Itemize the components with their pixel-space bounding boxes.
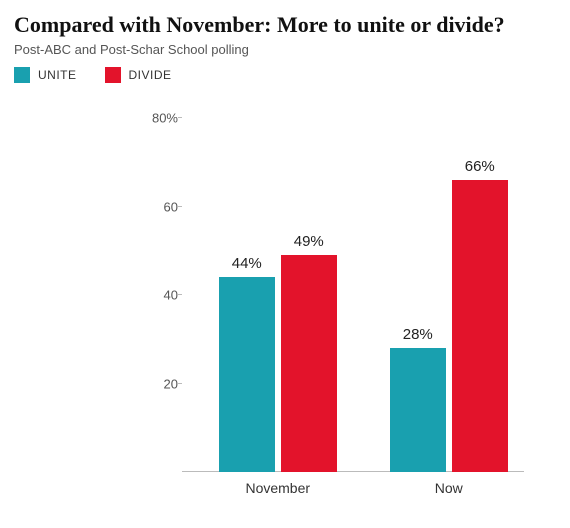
x-category-label: Now [435, 480, 463, 496]
bar-value-label: 44% [232, 255, 262, 272]
bar-divide: 49% [281, 255, 337, 472]
bar-value-label: 28% [403, 326, 433, 343]
y-tick-mark [178, 294, 182, 295]
y-tick-label: 60 [140, 199, 178, 214]
legend-swatch-divide [105, 67, 121, 83]
legend-label-divide: DIVIDE [129, 68, 172, 82]
chart-subtitle: Post-ABC and Post-Schar School polling [14, 42, 556, 57]
legend-label-unite: UNITE [38, 68, 77, 82]
x-category-label: November [245, 480, 310, 496]
y-tick-label: 40 [140, 288, 178, 303]
bar-group: 44%49% [219, 255, 337, 472]
bar-value-label: 49% [294, 233, 324, 250]
bar-divide: 66% [452, 180, 508, 472]
bar-value-label: 66% [465, 158, 495, 175]
legend-item-unite: UNITE [14, 67, 77, 83]
y-tick-mark [178, 383, 182, 384]
bar-unite: 44% [219, 277, 275, 472]
y-tick-mark [178, 117, 182, 118]
bar-chart: 20406080%44%49%November28%66%Now [140, 108, 540, 508]
bar-group: 28%66% [390, 180, 508, 472]
plot-area: 20406080%44%49%November28%66%Now [182, 118, 524, 472]
bar-unite: 28% [390, 348, 446, 472]
y-tick-mark [178, 206, 182, 207]
chart-header: Compared with November: More to unite or… [0, 0, 570, 93]
legend: UNITE DIVIDE [14, 67, 556, 83]
legend-item-divide: DIVIDE [105, 67, 172, 83]
legend-swatch-unite [14, 67, 30, 83]
chart-title: Compared with November: More to unite or… [14, 12, 556, 38]
y-tick-label: 20 [140, 376, 178, 391]
y-tick-label: 80% [140, 111, 178, 126]
